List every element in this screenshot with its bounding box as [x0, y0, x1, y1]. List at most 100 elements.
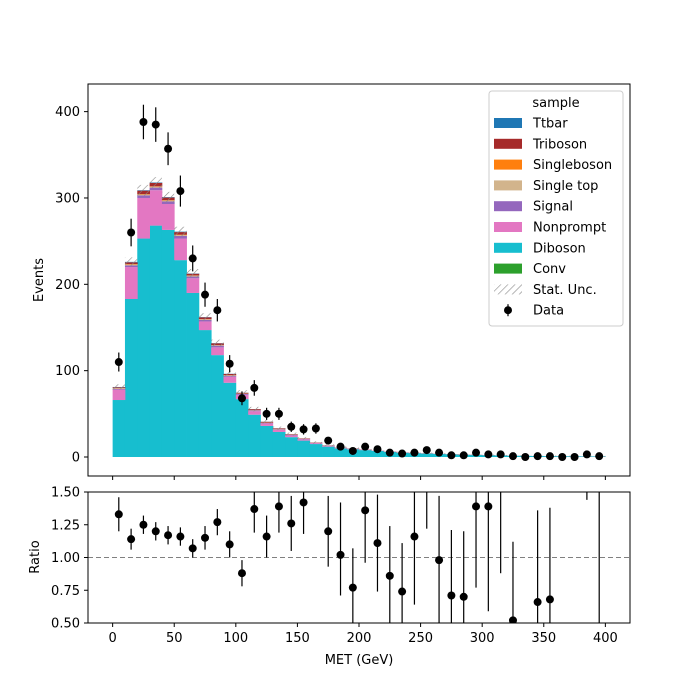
main-ytick-label-300: 300 [55, 191, 80, 206]
data-point-15 [299, 425, 308, 434]
ratio-point-21 [385, 571, 394, 580]
legend-item-data: Data [504, 304, 564, 319]
main-ytick-label-100: 100 [55, 364, 80, 379]
data-point-19 [348, 446, 357, 455]
data-point-16 [311, 424, 320, 433]
ratio-point-11 [250, 505, 259, 514]
legend-label-signal: Signal [533, 200, 573, 215]
bar-diboson-bin-4 [161, 229, 175, 458]
bar-diboson-bin-5 [174, 260, 187, 458]
data-point-17 [324, 436, 333, 445]
data-point-37 [570, 453, 579, 462]
ratio-point-17 [336, 550, 345, 559]
bar-nonprompt-bin-13 [272, 429, 286, 432]
data-point-38 [582, 450, 591, 459]
stat-unc-bin-14 [285, 432, 298, 436]
data-point-1 [127, 228, 136, 237]
bar-diboson-bin-17 [322, 446, 335, 458]
ratio-point-22 [398, 587, 407, 596]
bar-nonprompt-bin-2 [137, 197, 150, 239]
data-point-8 [213, 306, 222, 315]
data-point-23 [398, 449, 407, 458]
ratio-point-23 [410, 532, 419, 541]
legend-label-ttbar: Ttbar [532, 117, 568, 132]
bar-diboson-bin-18 [334, 448, 348, 458]
main-histogram-panel: 0 100 200 300 400 Events sample Ttbar Triboso… [32, 83, 631, 480]
bar-diboson-bin-8 [211, 355, 224, 458]
data-point-0 [114, 358, 123, 367]
legend-item-signal: Signal [494, 200, 573, 215]
data-point-26 [435, 448, 444, 457]
legend-swatch-singleboson [494, 159, 522, 170]
bar-nonprompt-bin-12 [260, 423, 274, 426]
data-point-21 [373, 445, 382, 454]
ratio-point-9 [225, 540, 234, 549]
data-point-25 [422, 446, 431, 455]
ratio-ytick-label-4: 1.50 [51, 486, 80, 501]
bar-nonprompt-bin-4 [161, 204, 175, 230]
ratio-point-18 [348, 583, 357, 592]
stat-unc-bin-17 [322, 444, 335, 447]
data-point-2 [139, 117, 148, 126]
legend-label-stat-unc: Stat. Unc. [533, 283, 597, 298]
data-point-18 [336, 442, 345, 451]
ratio-point-26 [447, 591, 456, 600]
data-point-33 [521, 453, 530, 462]
bar-diboson-bin-12 [260, 425, 274, 458]
ratio-xtick-label-350: 350 [531, 631, 556, 646]
data-point-13 [274, 409, 283, 418]
bar-nonprompt-bin-15 [297, 439, 311, 441]
ratio-xtick-label-400: 400 [593, 631, 618, 646]
legend-swatch-conv [494, 263, 522, 274]
bar-diboson-bin-16 [309, 444, 323, 458]
data-point-9 [225, 359, 234, 368]
main-ytick-label-200: 200 [55, 278, 80, 293]
legend-item-conv: Conv [494, 262, 566, 277]
ratio-point-20 [373, 539, 382, 548]
main-ytick-label-0: 0 [72, 451, 80, 466]
data-point-29 [472, 448, 481, 457]
ratio-point-25 [435, 556, 444, 565]
legend-item-singleboson: Singleboson [494, 158, 612, 173]
data-point-31 [496, 450, 505, 459]
bar-diboson-bin-21 [371, 450, 385, 458]
legend-swatch-single-top [494, 180, 522, 191]
bar-nonprompt-bin-14 [285, 435, 298, 438]
ratio-point-12 [262, 532, 271, 541]
ratio-point-3 [151, 527, 160, 536]
data-point-3 [151, 120, 160, 129]
stat-unc-bin-2 [137, 184, 150, 196]
bar-nonprompt-bin-3 [149, 190, 163, 226]
bar-nonprompt-bin-1 [124, 267, 138, 299]
legend-label-conv: Conv [533, 262, 566, 277]
ratio-ytick-label-0: 0.50 [51, 617, 80, 632]
bar-nonprompt-bin-0 [112, 389, 126, 401]
ratio-point-28 [472, 502, 481, 511]
stat-unc-bin-16 [309, 441, 323, 444]
data-point-32 [508, 452, 517, 461]
ratio-point-0 [114, 510, 123, 519]
data-point-30 [484, 450, 493, 459]
ratio-point-4 [164, 531, 173, 540]
legend-swatch-triboson [494, 138, 522, 149]
bar-diboson-bin-2 [137, 238, 150, 458]
ratio-xtick-label-300: 300 [470, 631, 495, 646]
data-point-35 [545, 452, 554, 461]
data-point-12 [262, 409, 271, 418]
legend-label-triboson: Triboson [532, 137, 587, 152]
data-point-20 [361, 442, 370, 451]
ratio-xtick-label-0: 0 [108, 631, 116, 646]
legend-item-single-top: Single top [494, 179, 598, 194]
ratio-y-axis-label: Ratio [28, 540, 43, 573]
data-point-11 [250, 383, 259, 392]
ratio-point-8 [213, 518, 222, 527]
data-point-24 [410, 448, 419, 457]
bar-diboson-bin-11 [248, 414, 261, 458]
legend-swatch-nonprompt [494, 222, 522, 232]
ratio-point-14 [287, 519, 296, 528]
bar-diboson-bin-13 [272, 431, 286, 458]
data-point-22 [385, 448, 394, 457]
legend-item-triboson: Triboson [494, 137, 587, 152]
ratio-point-15 [299, 498, 308, 507]
